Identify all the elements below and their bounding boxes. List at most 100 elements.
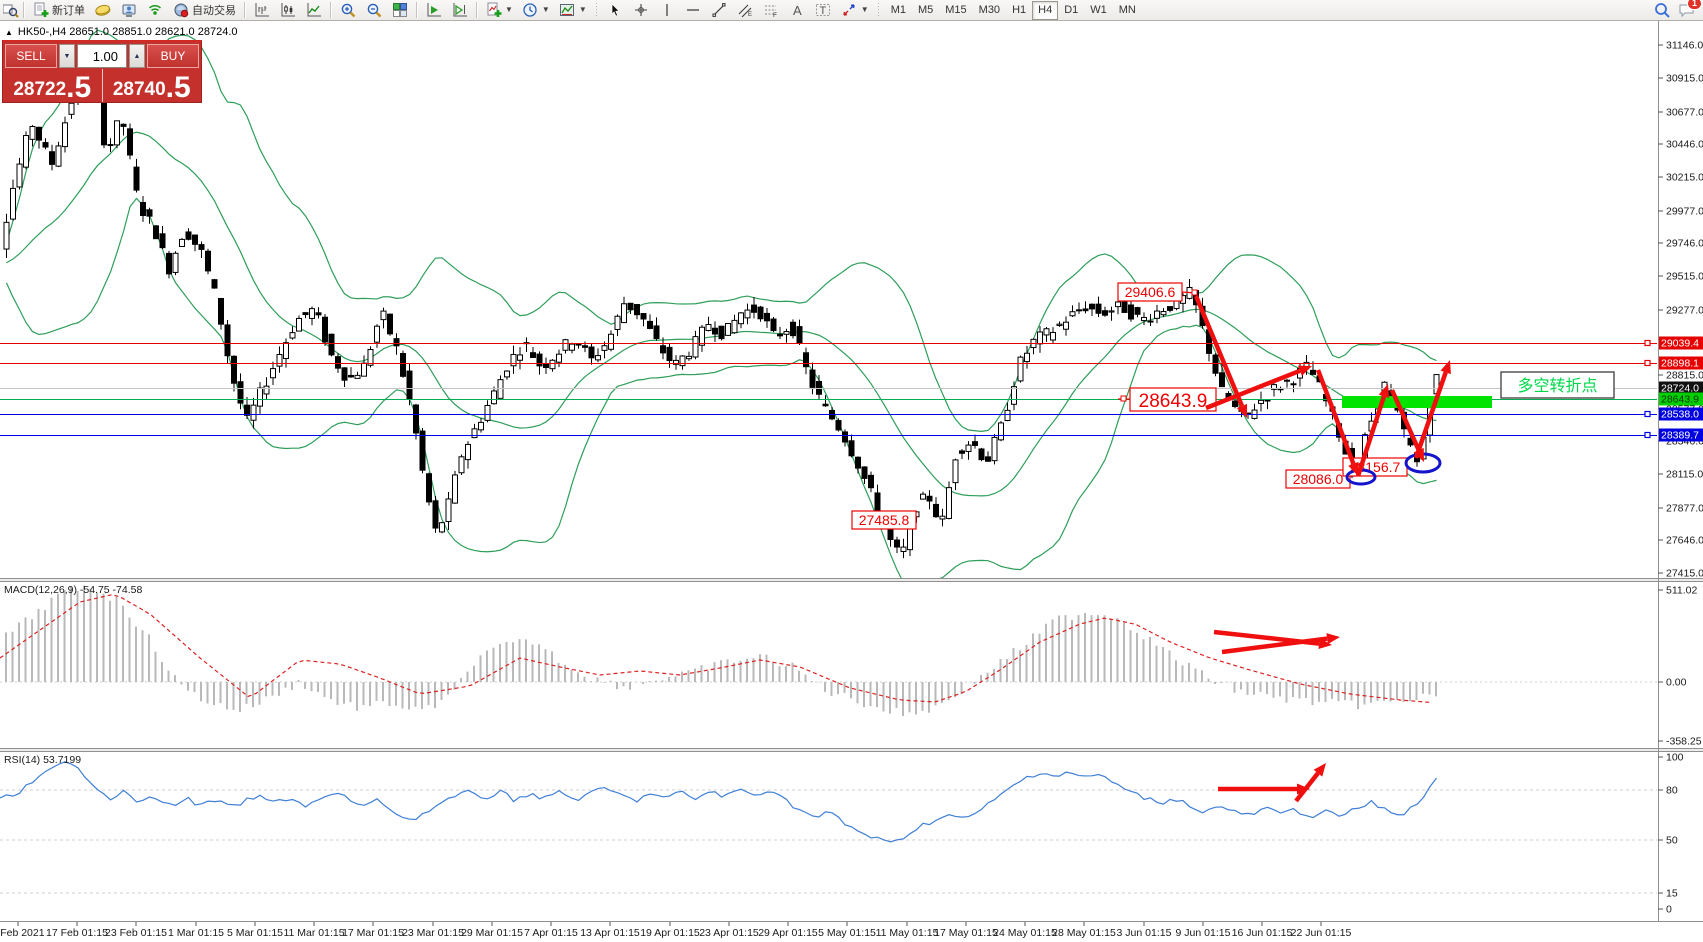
toolbar-separator bbox=[23, 2, 24, 18]
toolbar-drag-handle[interactable] bbox=[594, 2, 599, 18]
expert-advisor-icon[interactable] bbox=[116, 1, 141, 20]
toolbar-separator bbox=[330, 2, 331, 18]
new-order-button[interactable]: 新订单 bbox=[28, 0, 89, 21]
price-axis-label: 29746.0 bbox=[1666, 238, 1703, 250]
time-axis-label: 5 Mar 01:15 bbox=[227, 927, 283, 939]
gold-icon[interactable] bbox=[90, 1, 115, 20]
price-annotation-box[interactable] bbox=[851, 510, 917, 530]
volume-decrease-button[interactable]: ▼ bbox=[59, 44, 75, 68]
search-icon[interactable] bbox=[1653, 2, 1670, 19]
toolbar-drag-handle[interactable] bbox=[876, 2, 881, 18]
red-arrow-annotation[interactable] bbox=[1315, 369, 1356, 465]
pane-separators[interactable] bbox=[0, 21, 1703, 922]
time-axis-label: 7 Apr 01:15 bbox=[524, 927, 578, 939]
line-chart-icon[interactable] bbox=[301, 1, 326, 20]
arrows-tool-button[interactable]: ▼ bbox=[837, 0, 873, 21]
autotrading-button[interactable]: 自动交易 bbox=[168, 0, 240, 21]
collapse-arrow-icon[interactable]: ▲ bbox=[5, 27, 13, 37]
notifications-icon[interactable]: 1 bbox=[1678, 0, 1702, 19]
price-annotation-box[interactable] bbox=[1285, 469, 1351, 489]
trendline-tool-icon[interactable] bbox=[707, 1, 732, 20]
autotrading-label: 自动交易 bbox=[192, 5, 236, 17]
macd-indicator-label: MACD(12,26,9) -54.75 -74.58 bbox=[4, 584, 142, 596]
green-highlight-rect[interactable] bbox=[1342, 396, 1492, 408]
bar-chart-icon[interactable] bbox=[249, 1, 274, 20]
market-watch-icon[interactable] bbox=[2, 2, 19, 19]
chart-title: ▲ HK50-,H4 28651.0 28851.0 28621.0 28724… bbox=[5, 26, 238, 38]
chart-shift-icon[interactable] bbox=[447, 1, 472, 20]
cursor-icon[interactable] bbox=[603, 1, 628, 20]
svg-text:F: F bbox=[773, 12, 777, 18]
add-indicator-button[interactable]: ▼ bbox=[481, 0, 517, 21]
time-axis-label: 24 May 01:15 bbox=[993, 927, 1057, 939]
clock-icon bbox=[522, 2, 539, 19]
candlestick-chart-icon[interactable] bbox=[275, 1, 300, 20]
red-arrow-annotation[interactable] bbox=[1413, 371, 1448, 459]
template-button[interactable]: ▼ bbox=[555, 0, 591, 21]
vertical-line-tool-icon[interactable] bbox=[655, 1, 680, 20]
red-arrow-annotation[interactable] bbox=[1205, 368, 1301, 411]
red-arrow-annotation[interactable] bbox=[1294, 771, 1320, 803]
time-axis-label: 29 Mar 01:15 bbox=[461, 927, 523, 939]
ask-price[interactable]: 28740.5 bbox=[101, 69, 202, 102]
crosshair-icon[interactable] bbox=[629, 1, 654, 20]
chevron-down-icon: ▼ bbox=[860, 5, 869, 14]
red-arrow-annotation[interactable] bbox=[1193, 295, 1245, 407]
time-axis-label: 28 May 01:15 bbox=[1052, 927, 1116, 939]
time-axis-label: 23 Mar 01:15 bbox=[402, 927, 464, 939]
macd-axis-label: 511.02 bbox=[1666, 585, 1697, 597]
signal-icon[interactable] bbox=[142, 1, 167, 20]
chart-canvas[interactable]: 31146.0 30915.0 30677.0 30446.0 30215.0 29977… bbox=[0, 21, 1703, 942]
time-axis-label: 13 Apr 01:15 bbox=[580, 927, 640, 939]
red-arrow-annotation[interactable] bbox=[1389, 389, 1421, 452]
candlestick-series bbox=[3, 53, 1440, 559]
timeframe-button-M5[interactable]: M5 bbox=[917, 4, 934, 16]
price-annotation-box[interactable] bbox=[1129, 387, 1217, 412]
volume-input[interactable]: 1.00 bbox=[77, 44, 127, 68]
price-annotation-text: 28643.9 bbox=[1139, 391, 1208, 412]
rsi-indicator-label: RSI(14) 53.7199 bbox=[4, 754, 81, 766]
sell-button[interactable]: SELL bbox=[5, 44, 57, 68]
price-annotation-text: 27485.8 bbox=[859, 512, 910, 528]
channel-tool-icon[interactable]: E bbox=[733, 1, 758, 20]
volume-increase-button[interactable]: ▲ bbox=[129, 44, 145, 68]
price-axis-badge: 28538.0 bbox=[1661, 409, 1699, 421]
timeframe-button-MN[interactable]: MN bbox=[1118, 4, 1136, 16]
time-axis-label: 29 Apr 01:15 bbox=[758, 927, 818, 939]
time-axis-label: 5 May 01:15 bbox=[818, 927, 876, 939]
buy-button[interactable]: BUY bbox=[147, 44, 199, 68]
timeframe-button-M1[interactable]: M1 bbox=[890, 4, 906, 16]
price-annotation-text: 28086.0 bbox=[1293, 471, 1344, 487]
horizontal-line-tool-icon[interactable] bbox=[681, 1, 706, 20]
price-axis-label: 30446.0 bbox=[1666, 139, 1703, 151]
timeframe-button-W1[interactable]: W1 bbox=[1090, 4, 1107, 16]
fibonacci-tool-icon[interactable]: F bbox=[759, 1, 784, 20]
chevron-down-icon: ▼ bbox=[505, 5, 513, 14]
price-axis-label: 30677.0 bbox=[1666, 107, 1703, 119]
time-axis-label: 1 Mar 01:15 bbox=[168, 927, 224, 939]
bid-price[interactable]: 28722.5 bbox=[13, 70, 92, 104]
timeframe-button-M15[interactable]: M15 bbox=[945, 4, 967, 16]
horizontal-level-lines[interactable] bbox=[0, 339, 1657, 439]
red-arrow-annotation[interactable] bbox=[1355, 395, 1387, 477]
add-indicator-icon bbox=[485, 2, 502, 19]
zoom-out-icon[interactable] bbox=[361, 1, 386, 20]
zoom-in-icon[interactable] bbox=[335, 1, 360, 20]
autoscroll-icon[interactable] bbox=[421, 1, 446, 20]
toolbar-right-cluster: 1 bbox=[1653, 0, 1702, 19]
time-axis-label: 11 Mar 01:15 bbox=[283, 927, 344, 939]
turning-point-box[interactable] bbox=[1500, 371, 1615, 399]
period-button[interactable]: ▼ bbox=[518, 0, 554, 21]
price-annotation-box[interactable] bbox=[1117, 282, 1183, 302]
timeframe-button-M30[interactable]: M30 bbox=[978, 4, 1001, 16]
timeframe-button-H1[interactable]: H1 bbox=[1012, 4, 1027, 16]
time-axis-label: 19 Apr 01:15 bbox=[640, 927, 700, 939]
price-and-time-axis[interactable]: 31146.0 30915.0 30677.0 30446.0 30215.0 29977… bbox=[0, 40, 1703, 940]
red-arrow-annotation[interactable] bbox=[1221, 636, 1328, 655]
tile-windows-icon[interactable] bbox=[387, 1, 412, 20]
text-tool-icon[interactable]: A bbox=[785, 1, 810, 20]
timeframe-button-H4[interactable]: H4 bbox=[1032, 0, 1059, 20]
timeframe-button-D1[interactable]: D1 bbox=[1064, 4, 1079, 16]
text-label-tool-icon[interactable]: T bbox=[811, 1, 836, 20]
